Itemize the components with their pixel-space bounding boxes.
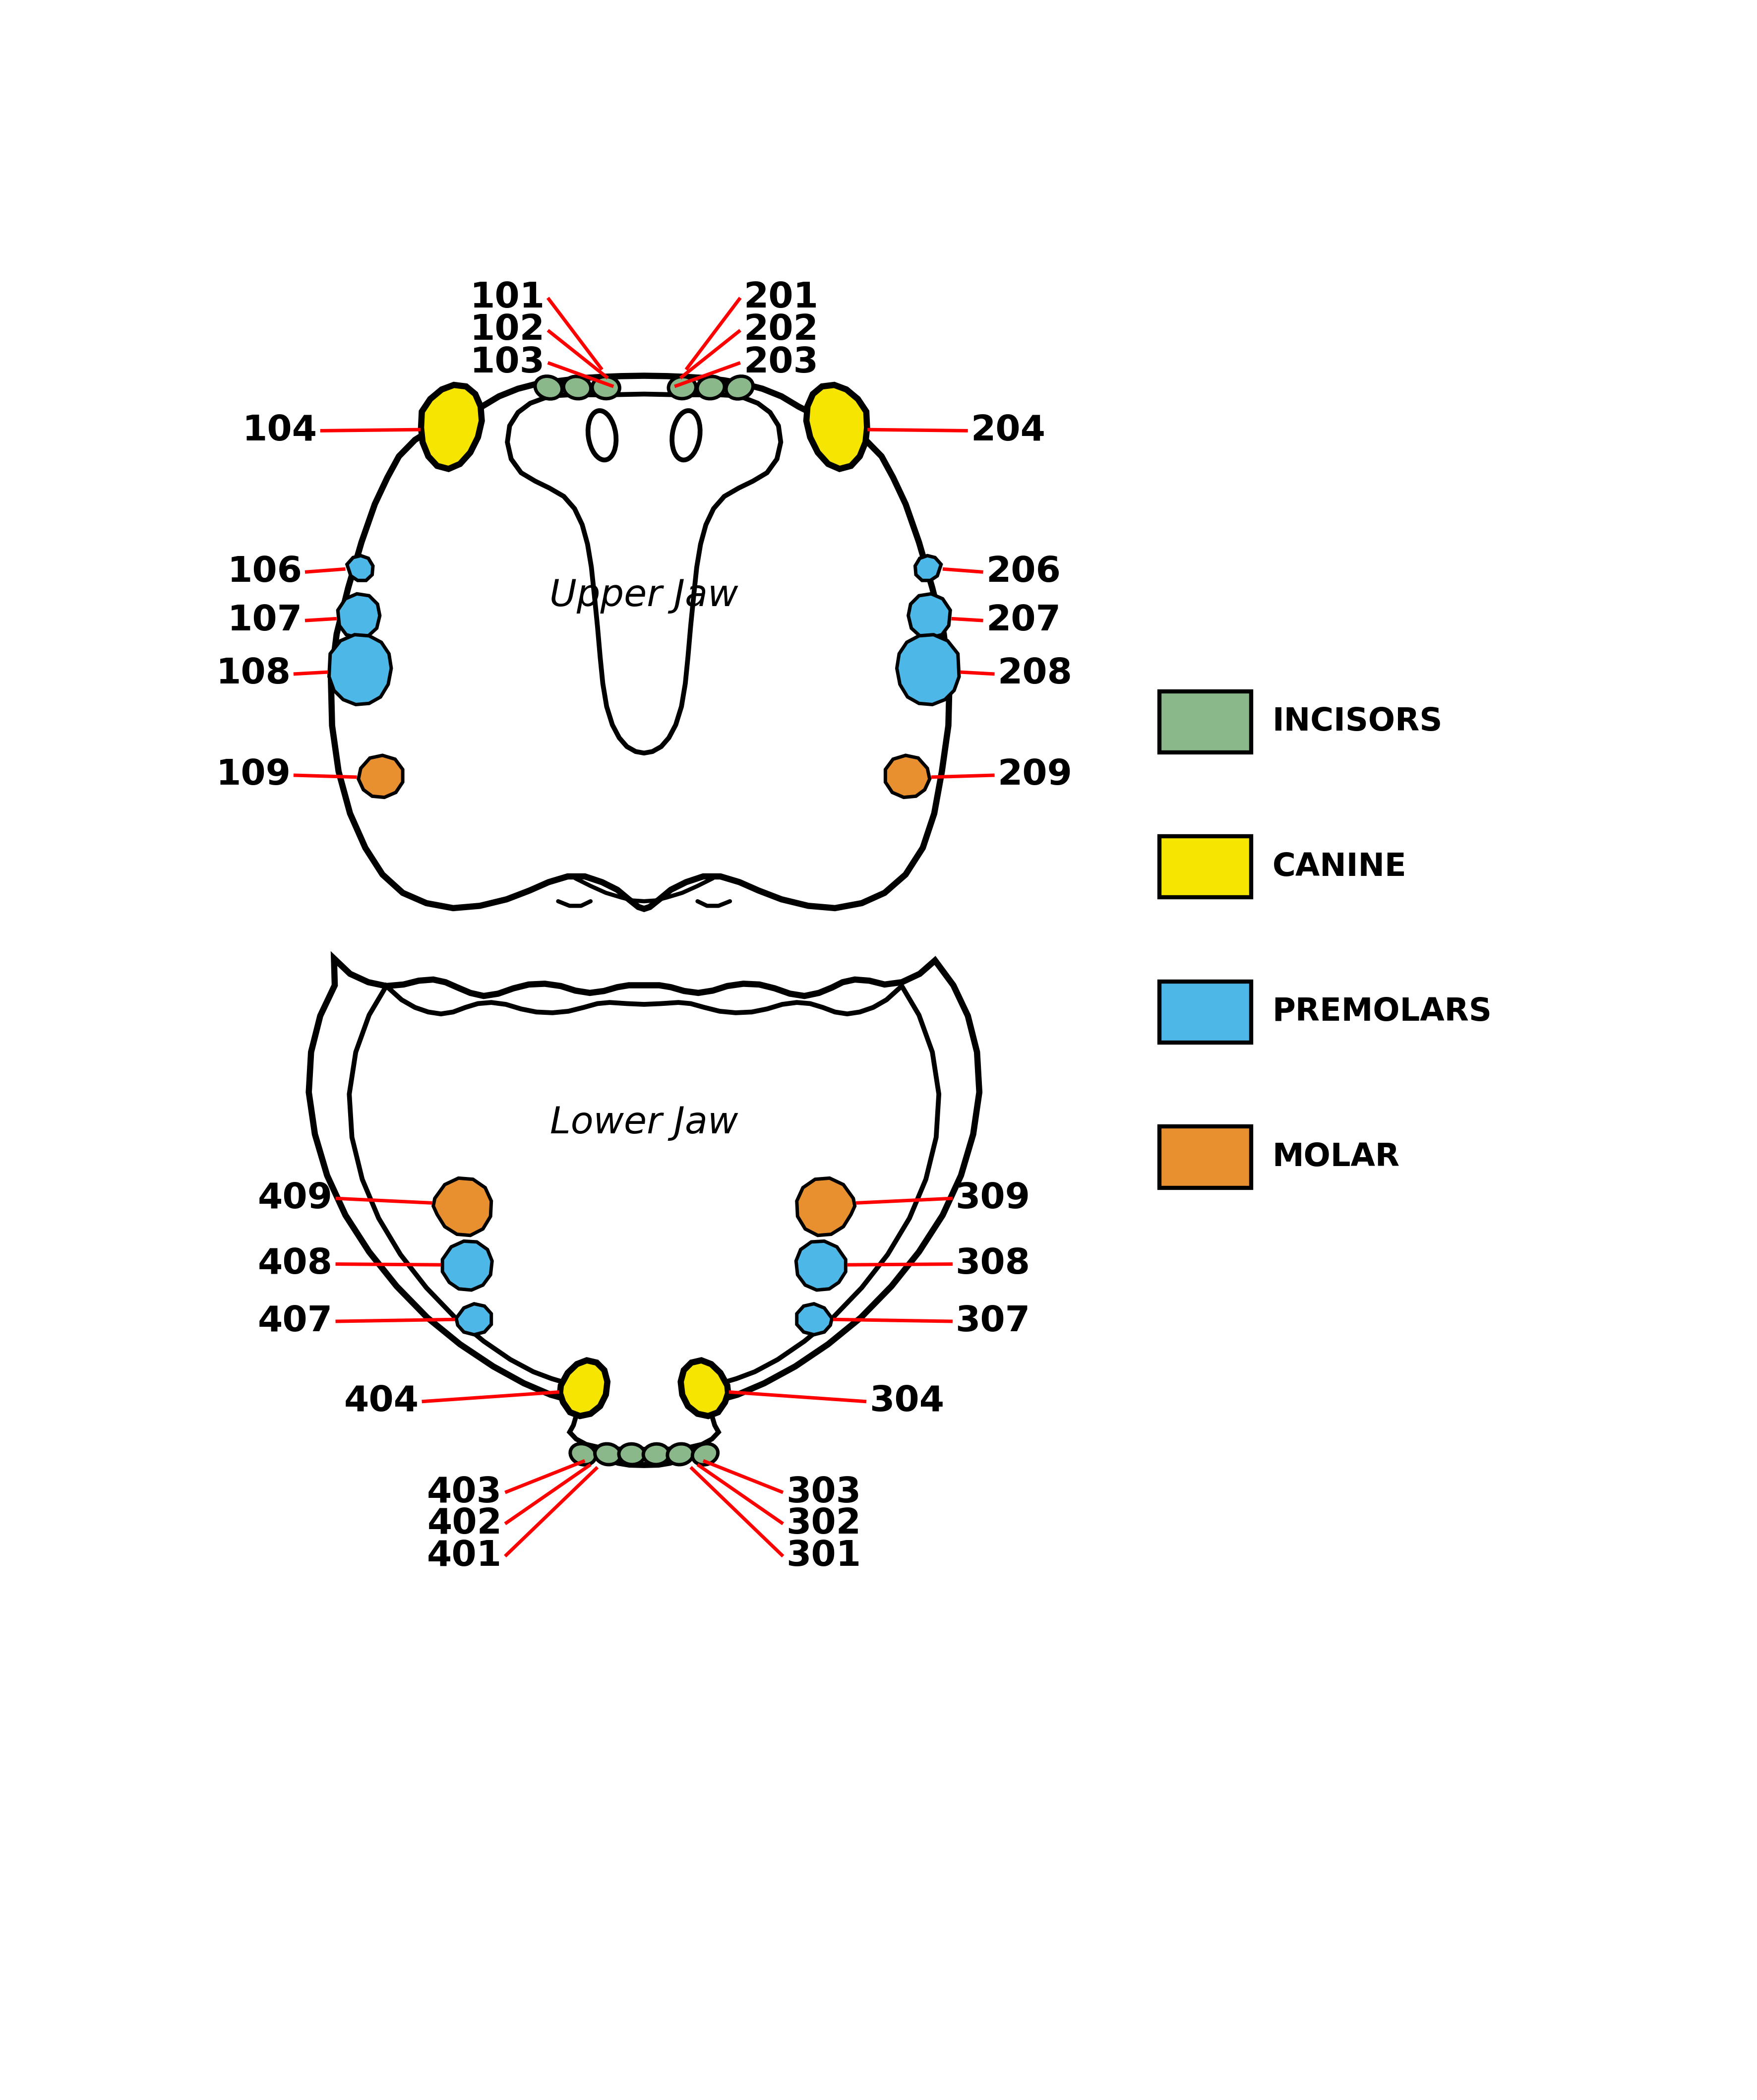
Text: 201: 201 [743, 281, 819, 315]
Text: 207: 207 [986, 603, 1061, 638]
Text: 409: 409 [258, 1182, 332, 1216]
Text: Lower Jaw: Lower Jaw [550, 1105, 738, 1140]
Text: Upper Jaw: Upper Jaw [550, 578, 738, 613]
Text: MOLAR: MOLAR [1272, 1142, 1400, 1172]
Ellipse shape [726, 376, 754, 399]
Text: 206: 206 [986, 554, 1061, 590]
Text: 301: 301 [785, 1539, 861, 1573]
Polygon shape [886, 756, 929, 798]
Text: 302: 302 [785, 1506, 861, 1541]
Ellipse shape [668, 1445, 694, 1464]
Polygon shape [680, 1361, 727, 1415]
Polygon shape [796, 1304, 831, 1336]
Bar [1160, 981, 1251, 1042]
Polygon shape [329, 634, 392, 706]
Ellipse shape [671, 412, 699, 460]
Text: 402: 402 [427, 1506, 503, 1541]
Text: CANINE: CANINE [1272, 851, 1406, 882]
Text: 208: 208 [998, 657, 1072, 691]
Ellipse shape [592, 376, 620, 399]
Text: 203: 203 [743, 346, 819, 380]
Polygon shape [443, 1241, 492, 1289]
Ellipse shape [668, 376, 696, 399]
Polygon shape [330, 376, 949, 909]
Polygon shape [422, 384, 481, 468]
Polygon shape [908, 594, 951, 638]
Text: 404: 404 [344, 1384, 418, 1420]
Ellipse shape [692, 1443, 719, 1466]
Polygon shape [806, 384, 866, 468]
Polygon shape [915, 556, 942, 580]
Polygon shape [309, 958, 979, 1466]
Polygon shape [796, 1178, 856, 1235]
Ellipse shape [571, 1443, 596, 1466]
Ellipse shape [589, 412, 617, 460]
Text: 401: 401 [427, 1539, 503, 1573]
Bar [1160, 836, 1251, 897]
Text: 303: 303 [785, 1476, 861, 1510]
Ellipse shape [564, 376, 590, 399]
Polygon shape [358, 756, 402, 798]
Text: 403: 403 [427, 1476, 503, 1510]
Text: 307: 307 [956, 1304, 1030, 1338]
Text: 408: 408 [258, 1247, 332, 1281]
Text: 304: 304 [870, 1384, 944, 1420]
Text: PREMOLARS: PREMOLARS [1272, 997, 1492, 1027]
Text: 107: 107 [227, 603, 302, 638]
Ellipse shape [596, 1445, 620, 1464]
Polygon shape [434, 1178, 492, 1235]
Bar [1160, 691, 1251, 752]
Polygon shape [560, 1361, 608, 1415]
Text: 309: 309 [956, 1182, 1030, 1216]
Ellipse shape [536, 376, 562, 399]
Text: 202: 202 [743, 313, 819, 346]
Text: 106: 106 [227, 554, 302, 590]
Polygon shape [896, 634, 959, 706]
Ellipse shape [643, 1445, 669, 1464]
Polygon shape [508, 395, 780, 754]
Text: 109: 109 [216, 758, 292, 792]
Text: 209: 209 [998, 758, 1072, 792]
Text: 108: 108 [216, 657, 292, 691]
Polygon shape [796, 1241, 845, 1289]
Text: 103: 103 [469, 346, 545, 380]
Text: 308: 308 [956, 1247, 1030, 1281]
Bar [1160, 1126, 1251, 1189]
Text: 407: 407 [258, 1304, 332, 1338]
Text: 104: 104 [242, 414, 318, 447]
Text: 101: 101 [469, 281, 545, 315]
Text: INCISORS: INCISORS [1272, 706, 1442, 737]
Text: 204: 204 [970, 414, 1045, 447]
Ellipse shape [618, 1445, 645, 1464]
Polygon shape [337, 594, 380, 638]
Text: 102: 102 [469, 313, 545, 346]
Polygon shape [346, 556, 372, 580]
Polygon shape [350, 987, 938, 1449]
Ellipse shape [698, 376, 724, 399]
Polygon shape [457, 1304, 492, 1336]
